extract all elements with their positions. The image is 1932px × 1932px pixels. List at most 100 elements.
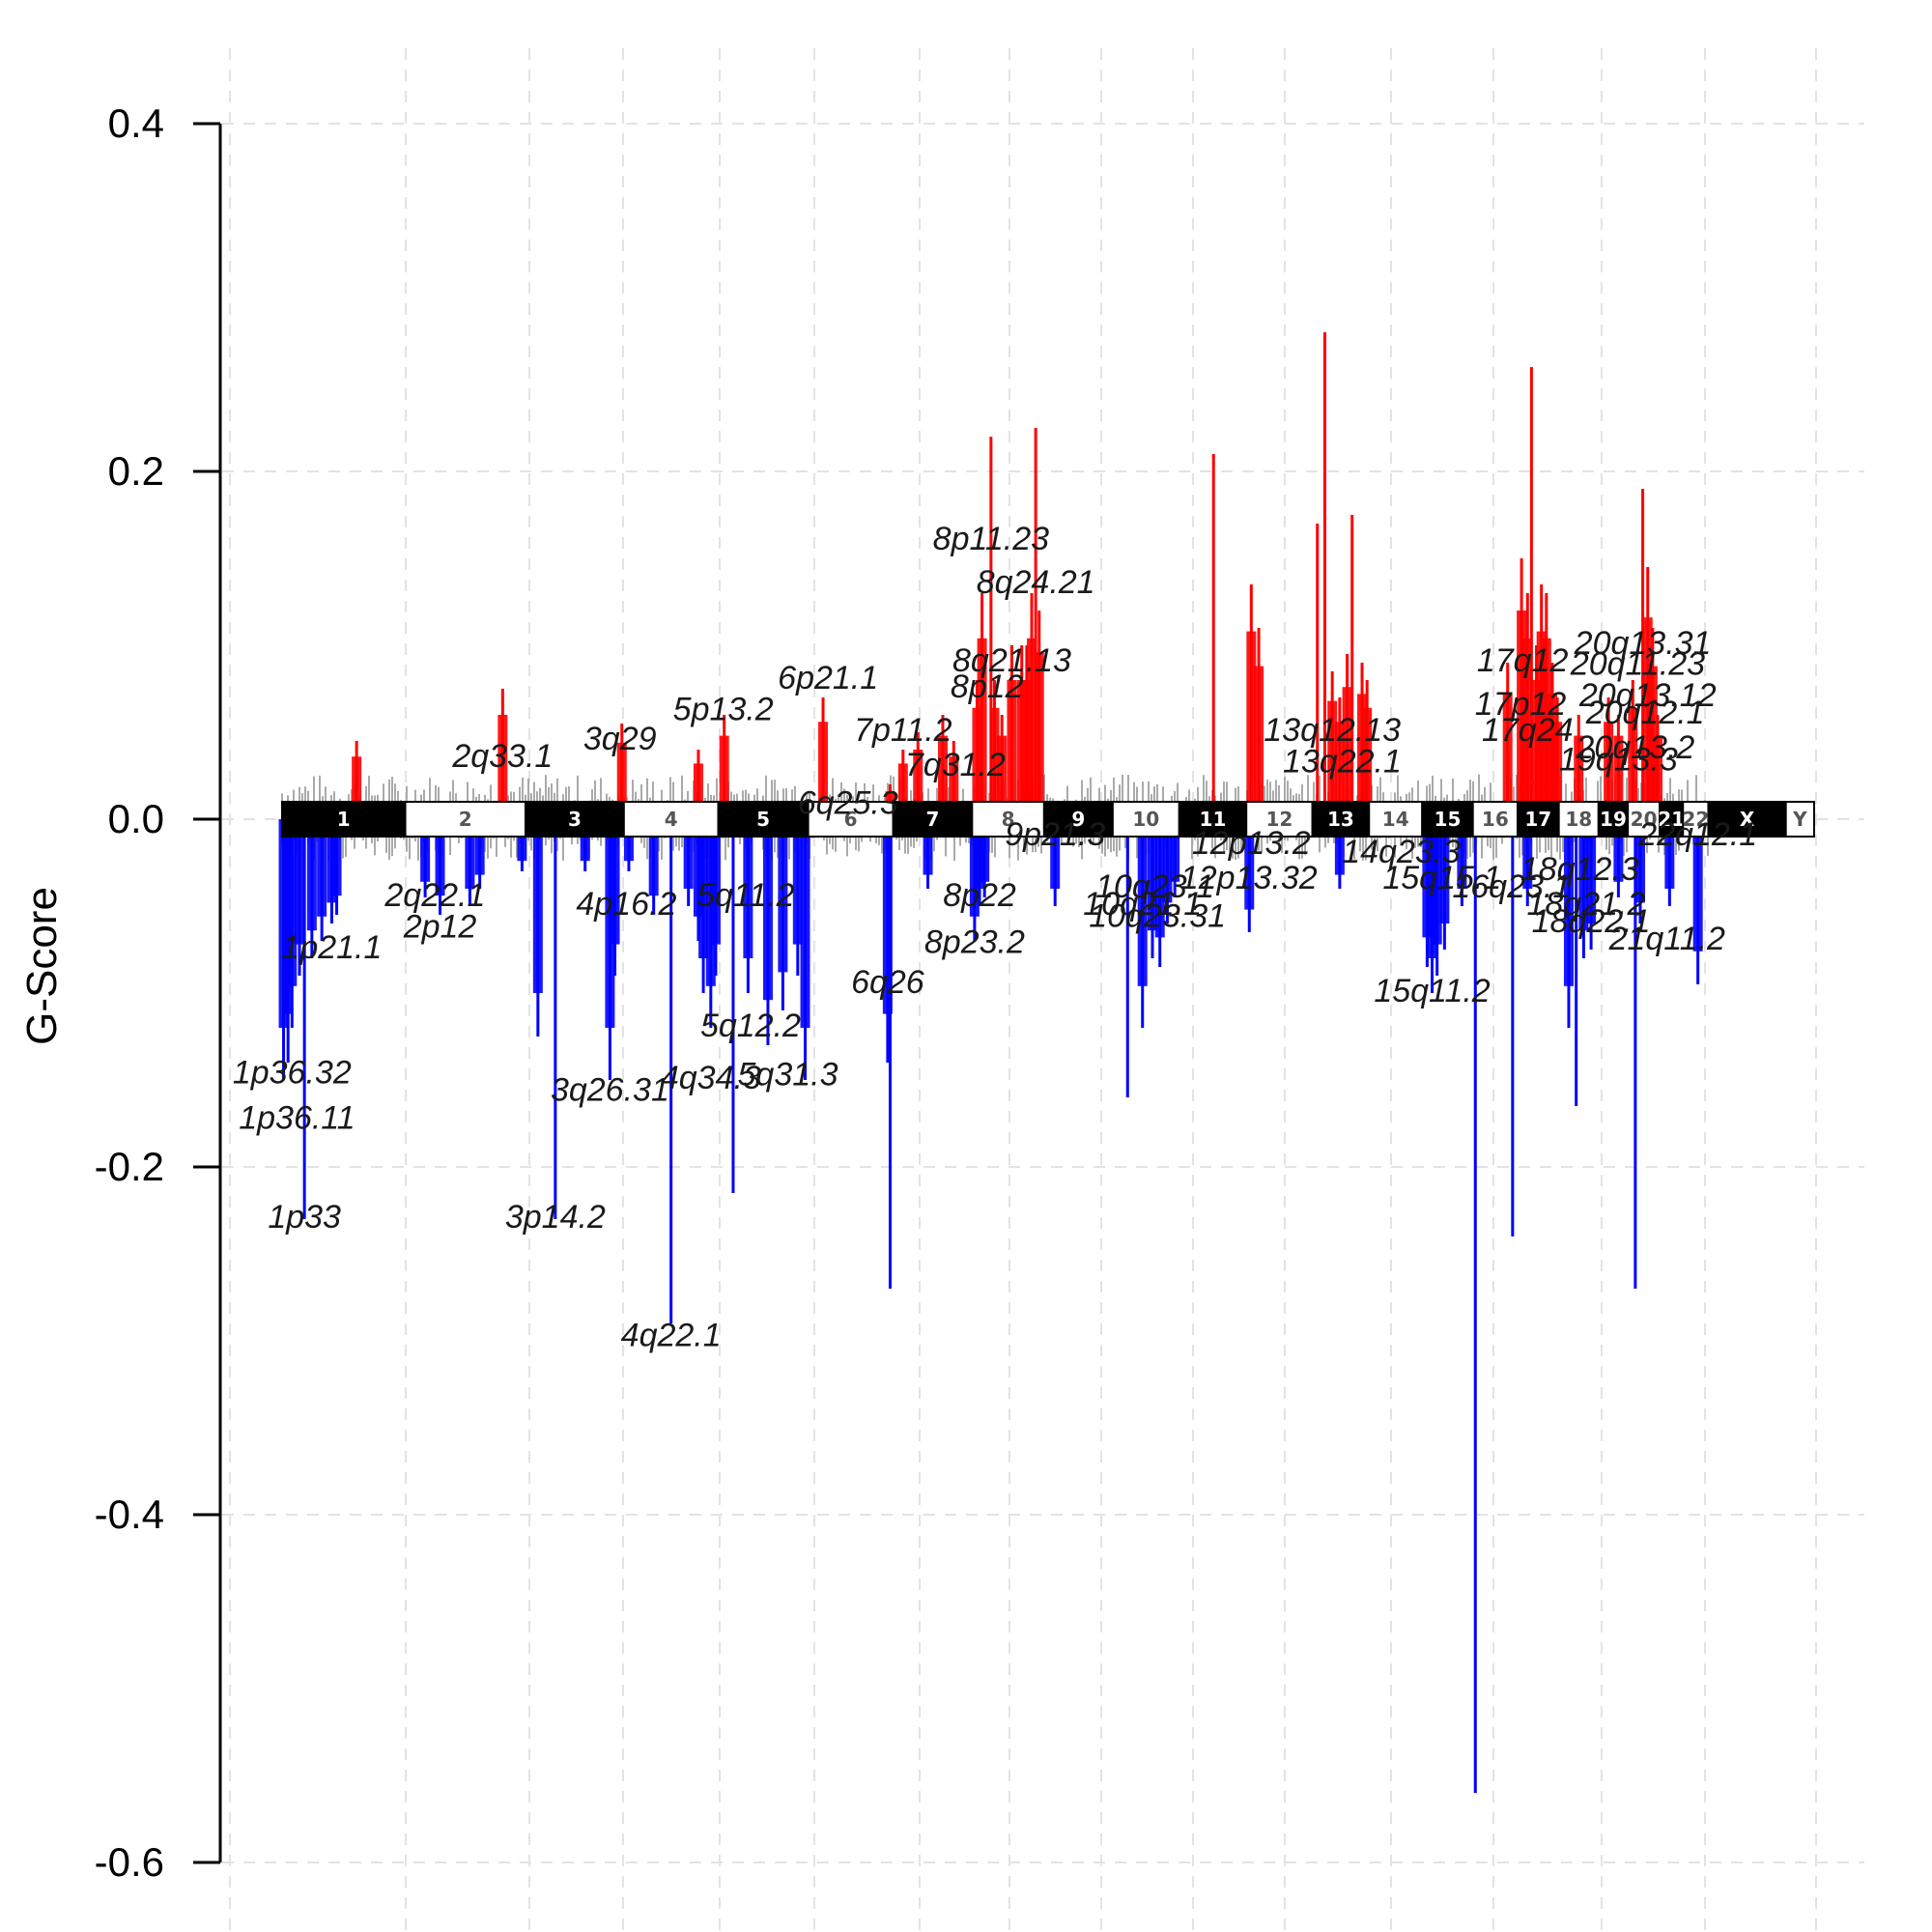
chromosome-band	[1111, 801, 1180, 838]
cytoband-label: 8p12	[951, 668, 1024, 705]
amplification-bar	[1034, 652, 1044, 819]
amplification-bar	[1350, 515, 1354, 819]
chromosome-band	[1245, 801, 1314, 838]
amplification-bar	[1647, 666, 1658, 819]
cytoband-label: 4q34.3	[661, 1060, 761, 1096]
cytoband-label: 6q25.3	[798, 785, 898, 822]
deletion-bar	[1511, 819, 1515, 1236]
amplification-bar	[1547, 694, 1557, 819]
deletion-bar	[778, 819, 788, 973]
deletion-bar	[1137, 819, 1148, 986]
deletion-bar	[1125, 819, 1129, 1097]
chromosome-label: X	[1740, 808, 1755, 831]
cytoband-label: 16q23.1	[1452, 868, 1571, 905]
deletion-bar	[1635, 819, 1646, 903]
chromosome-label: 4	[665, 808, 678, 831]
amplification-bar	[1211, 454, 1215, 819]
cytoband-label: 15q15.1	[1382, 860, 1501, 896]
chromosome-label: 20	[1631, 808, 1658, 831]
chromosome-label: 12	[1265, 808, 1293, 831]
y-tick-label: 0.2	[108, 448, 164, 494]
deletion-bar	[1170, 819, 1180, 882]
deletion-bar	[331, 819, 342, 896]
cytoband-label: 8p11.23	[933, 521, 1049, 557]
chromosome-label: 1	[337, 808, 351, 831]
cytoband-label: 20q13.2	[1575, 729, 1694, 766]
deletion-bar	[1162, 819, 1173, 903]
cytoband-label: 1p33	[268, 1199, 341, 1236]
cytoband-label: 18q21.2	[1526, 886, 1645, 923]
amplification-bar	[1541, 638, 1551, 819]
deletion-bar	[1634, 819, 1637, 1289]
amplification-bar	[1552, 722, 1563, 819]
amplification-bar	[1628, 707, 1638, 819]
cytoband-label: 17q12	[1477, 642, 1569, 679]
chromosome-band	[404, 801, 526, 838]
deletion-bar	[1427, 819, 1437, 958]
deletion-bar	[623, 819, 634, 862]
chromosome-band	[717, 801, 810, 838]
deletion-bar	[1692, 819, 1703, 952]
cytoband-label: 18q22.1	[1532, 903, 1651, 940]
deletion-bar	[693, 819, 703, 917]
deletion-bar	[1050, 819, 1061, 889]
deletion-bar	[1586, 819, 1597, 923]
amplification-bar	[1007, 680, 1017, 819]
amplification-bar	[1531, 680, 1542, 819]
amplification-bar	[1034, 428, 1037, 819]
cytoband-label: 15q11.2	[1374, 973, 1490, 1009]
deletion-bar	[435, 819, 445, 896]
amplification-bar	[352, 756, 362, 819]
deletion-bar	[306, 819, 317, 931]
chromosome-band	[1784, 801, 1815, 838]
cytoband-label: 13q22.1	[1283, 743, 1402, 780]
amplification-bar	[997, 735, 1008, 819]
chromosome-label: 6	[844, 808, 858, 831]
amplification-bar	[897, 763, 908, 819]
cytoband-label: 2p12	[403, 908, 477, 945]
deletion-bar	[710, 819, 721, 945]
deletion-bar	[980, 819, 990, 882]
deletion-bar	[923, 819, 933, 875]
amplification-bar	[1502, 694, 1513, 819]
amplification-bar	[1021, 680, 1032, 819]
amplification-bar	[1322, 332, 1326, 819]
chromosome-label: Y	[1792, 808, 1807, 831]
cytoband-label: 10q23.31	[1089, 898, 1226, 935]
cytoband-label: 4p16.2	[576, 886, 676, 923]
chromosome-label: 17	[1524, 808, 1551, 831]
cytoband-label: 8q21.13	[952, 642, 1071, 679]
deletion-bar	[302, 819, 306, 1219]
deletion-bar	[327, 819, 337, 903]
chromosome-label: 21	[1658, 808, 1685, 831]
amplification-bar	[1027, 638, 1037, 819]
cytoband-label: 17p12	[1475, 686, 1567, 723]
amplification-bar	[1254, 666, 1264, 819]
amplification-bar	[989, 437, 993, 819]
cytoband-label: 20q12.1	[1585, 695, 1705, 731]
chromosome-band	[892, 801, 974, 838]
cytoband-label: 21q11.2	[1608, 921, 1725, 957]
deletion-bar	[1563, 819, 1574, 986]
chromosome-label: 19	[1600, 808, 1627, 831]
amplification-bar	[1517, 611, 1527, 819]
deletion-bar	[1154, 819, 1165, 938]
deletion-bar	[1439, 819, 1450, 923]
deletion-bar	[1334, 819, 1345, 875]
amplification-bar	[1604, 722, 1614, 819]
chromosome-band	[971, 801, 1045, 838]
amplification-bar	[693, 763, 703, 819]
chromosome-label: 18	[1565, 808, 1592, 831]
deletion-bar	[1147, 819, 1157, 931]
deletion-bar	[610, 819, 620, 945]
deletion-bar	[294, 819, 304, 945]
chromosome-label: 7	[925, 808, 939, 831]
cytoband-label: 8p23.2	[924, 924, 1025, 961]
cytoband-label: 2q22.1	[384, 877, 485, 914]
amplification-bar	[1522, 638, 1533, 819]
cytoband-label: 13q12.13	[1264, 712, 1401, 749]
deletion-bar	[698, 819, 709, 958]
deletion-bar	[882, 819, 893, 1014]
